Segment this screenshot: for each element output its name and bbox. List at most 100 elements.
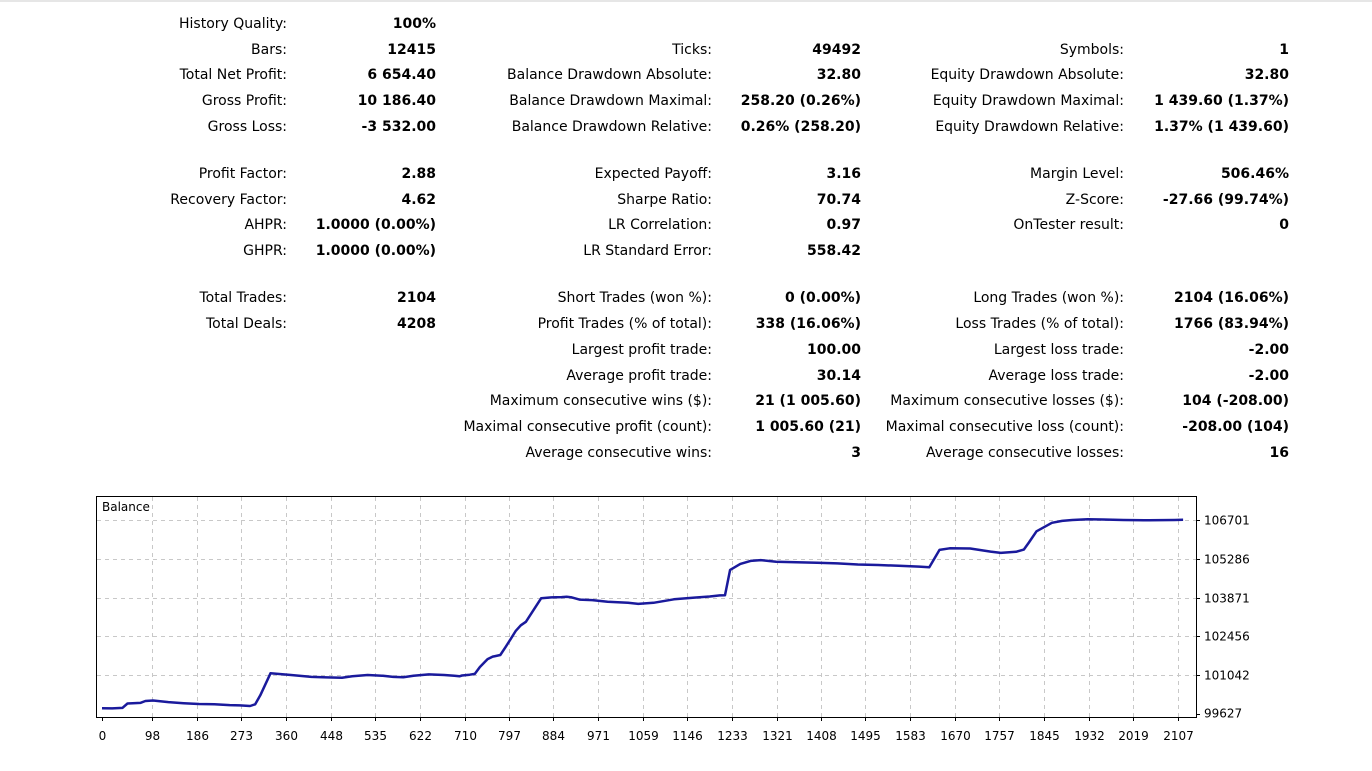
stat-label: Ticks: — [672, 42, 712, 58]
stat-label: Z-Score: — [1065, 192, 1124, 208]
stat-label: Average consecutive losses: — [926, 445, 1124, 461]
x-tick-label: 884 — [542, 729, 565, 743]
stat-value: 1 005.60 (21) — [755, 419, 861, 435]
x-tick-label: 186 — [186, 729, 209, 743]
stat-value: 100.00 — [806, 342, 861, 358]
stat-label: OnTester result: — [1013, 217, 1124, 233]
y-axis: 99627 101042 102456 103871 105286 106701 — [1196, 514, 1250, 721]
x-tick-label: 1932 — [1074, 729, 1105, 743]
y-tick-label: 105286 — [1204, 553, 1250, 567]
chart-title: Balance — [102, 500, 150, 514]
stat-value: 0.97 — [826, 217, 861, 233]
stat-value: 21 (1 005.60) — [755, 393, 861, 409]
report-statistics: History Quality: 100% Bars: 12415 Total Net … — [170, 16, 1289, 461]
chart-plot-area — [96, 496, 1197, 718]
stat-value: 70.74 — [816, 192, 861, 208]
stat-value: 49492 — [812, 42, 861, 58]
stat-label: Recovery Factor: — [170, 192, 287, 208]
stat-label: Average profit trade: — [566, 368, 712, 384]
x-tick-label: 1583 — [895, 729, 926, 743]
stat-label: Equity Drawdown Maximal: — [932, 93, 1124, 109]
stat-label: Short Trades (won %): — [557, 290, 712, 306]
stat-label: Profit Factor: — [198, 166, 287, 182]
x-tick-label: 1670 — [940, 729, 971, 743]
stat-label: Largest profit trade: — [571, 342, 712, 358]
stat-value: 506.46% — [1220, 166, 1289, 182]
stat-value: 10 186.40 — [357, 93, 436, 109]
stat-value: -208.00 (104) — [1182, 419, 1289, 435]
stat-label: Profit Trades (% of total): — [537, 316, 712, 332]
stat-label: Gross Loss: — [207, 119, 287, 135]
stat-label: Bars: — [251, 42, 287, 58]
stat-value: 32.80 — [816, 67, 861, 83]
x-axis: 0 98 186 273 360 448 535 622 710 797 884 971 1059 114… — [99, 717, 1194, 743]
stat-value: -27.66 (99.74%) — [1162, 192, 1289, 208]
x-tick-label: 448 — [320, 729, 343, 743]
stat-label: Maximum consecutive wins ($): — [489, 393, 712, 409]
y-tick-label: 99627 — [1204, 707, 1242, 721]
x-tick-label: 622 — [409, 729, 432, 743]
x-tick-label: 0 — [99, 729, 107, 743]
x-tick-label: 1845 — [1029, 729, 1060, 743]
stat-value: 0 — [1279, 217, 1289, 233]
stat-label: Total Trades: — [199, 290, 288, 306]
stat-label: Long Trades (won %): — [973, 290, 1124, 306]
stat-label: Largest loss trade: — [993, 342, 1124, 358]
stat-value: 258.20 (0.26%) — [740, 93, 861, 109]
stat-label: Margin Level: — [1030, 166, 1124, 182]
x-tick-label: 971 — [587, 729, 610, 743]
y-tick-label: 106701 — [1204, 514, 1250, 528]
stat-value: -2.00 — [1248, 342, 1289, 358]
stat-label: Equity Drawdown Relative: — [935, 119, 1124, 135]
stat-value: 30.14 — [816, 368, 861, 384]
stat-label: Average loss trade: — [988, 368, 1124, 384]
stat-value: 4208 — [397, 316, 436, 332]
stat-label: Gross Profit: — [201, 93, 287, 109]
stat-value: 6 654.40 — [367, 67, 436, 83]
stat-label: Symbols: — [1059, 42, 1124, 58]
stat-value: 2104 (16.06%) — [1174, 290, 1289, 306]
stat-value: 12415 — [387, 42, 436, 58]
balance-series-line — [101, 517, 1184, 710]
stat-value: 1.37% (1 439.60) — [1154, 119, 1289, 135]
stat-label: Balance Drawdown Absolute: — [507, 67, 712, 83]
stat-label: Loss Trades (% of total): — [955, 316, 1124, 332]
stat-label: AHPR: — [244, 217, 287, 233]
stat-label: LR Standard Error: — [583, 243, 712, 259]
stat-label: Balance Drawdown Maximal: — [509, 93, 712, 109]
y-tick-label: 103871 — [1204, 592, 1250, 606]
top-divider — [0, 0, 1372, 2]
x-tick-label: 273 — [230, 729, 253, 743]
stat-label: Expected Payoff: — [594, 166, 712, 182]
stat-value: -2.00 — [1248, 368, 1289, 384]
x-tick-label: 1146 — [672, 729, 703, 743]
x-tick-label: 98 — [145, 729, 160, 743]
stat-label: Equity Drawdown Absolute: — [930, 67, 1124, 83]
x-tick-label: 1059 — [628, 729, 659, 743]
stat-value: 1.0000 (0.00%) — [315, 243, 436, 259]
stat-label: Balance Drawdown Relative: — [511, 119, 712, 135]
x-tick-label: 1233 — [717, 729, 748, 743]
stat-value: 3.16 — [826, 166, 861, 182]
stat-value: 4.62 — [401, 192, 436, 208]
x-tick-label: 360 — [275, 729, 298, 743]
x-tick-label: 710 — [454, 729, 477, 743]
stat-label: Maximal consecutive profit (count): — [463, 419, 712, 435]
stat-value: 104 (-208.00) — [1182, 393, 1289, 409]
stat-label: LR Correlation: — [608, 217, 712, 233]
x-tick-label: 2107 — [1163, 729, 1194, 743]
stat-label: GHPR: — [243, 243, 287, 259]
x-tick-label: 1495 — [850, 729, 881, 743]
y-tick-label: 102456 — [1204, 630, 1250, 644]
stat-value: 1766 (83.94%) — [1174, 316, 1289, 332]
x-tick-label: 1408 — [806, 729, 837, 743]
stat-value: 16 — [1269, 445, 1289, 461]
stat-label: Total Net Profit: — [179, 67, 287, 83]
x-tick-label: 535 — [364, 729, 387, 743]
stat-label: Average consecutive wins: — [525, 445, 712, 461]
y-tick-label: 101042 — [1204, 669, 1250, 683]
stat-value: 1 439.60 (1.37%) — [1154, 93, 1289, 109]
stat-value: 0 (0.00%) — [785, 290, 861, 306]
x-tick-label: 1757 — [984, 729, 1015, 743]
stat-label: Total Deals: — [205, 316, 287, 332]
